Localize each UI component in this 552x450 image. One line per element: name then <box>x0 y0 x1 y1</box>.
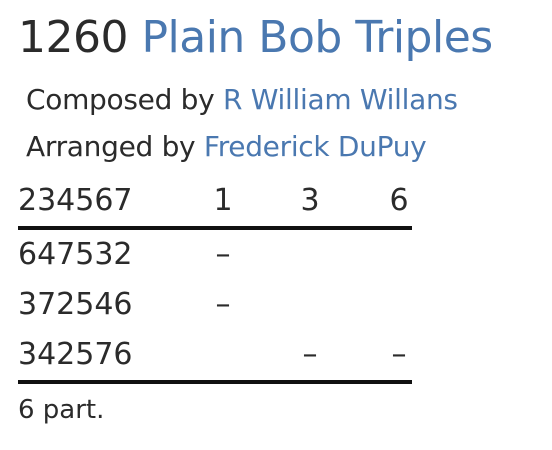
touch-length: 1260 <box>18 12 128 63</box>
header-lead-head: 234567 <box>18 183 133 218</box>
arranger-link[interactable]: Frederick DuPuy <box>203 130 427 163</box>
composer-link[interactable]: R William Willans <box>223 83 458 116</box>
call-mark: – <box>215 287 231 322</box>
composer-prefix: Composed by <box>26 83 215 116</box>
course-end: 342576 <box>18 337 133 372</box>
method-link[interactable]: Plain Bob Triples <box>141 12 493 63</box>
arranger-credit: Arranged by Frederick DuPuy <box>26 129 427 165</box>
table-row: 372546 – <box>18 280 412 330</box>
composer-credit: Composed by R William Willans <box>26 82 458 118</box>
page-title: 1260 Plain Bob Triples <box>18 10 493 66</box>
header-call-position: 3 <box>300 183 320 218</box>
table-header-row: 234567 1 3 6 <box>18 176 412 230</box>
arranger-prefix: Arranged by <box>26 130 196 163</box>
course-end: 372546 <box>18 287 133 322</box>
call-mark: – <box>391 337 407 372</box>
composition-table: 234567 1 3 6 647532 – 372546 – 342576 – … <box>18 176 412 384</box>
header-call-position: 1 <box>213 183 233 218</box>
part-note: 6 part. <box>18 395 105 425</box>
table-row: 647532 – <box>18 230 412 280</box>
table-row: 342576 – – <box>18 330 412 384</box>
call-mark: – <box>302 337 318 372</box>
header-call-position: 6 <box>389 183 409 218</box>
call-mark: – <box>215 237 231 272</box>
course-end: 647532 <box>18 237 133 272</box>
